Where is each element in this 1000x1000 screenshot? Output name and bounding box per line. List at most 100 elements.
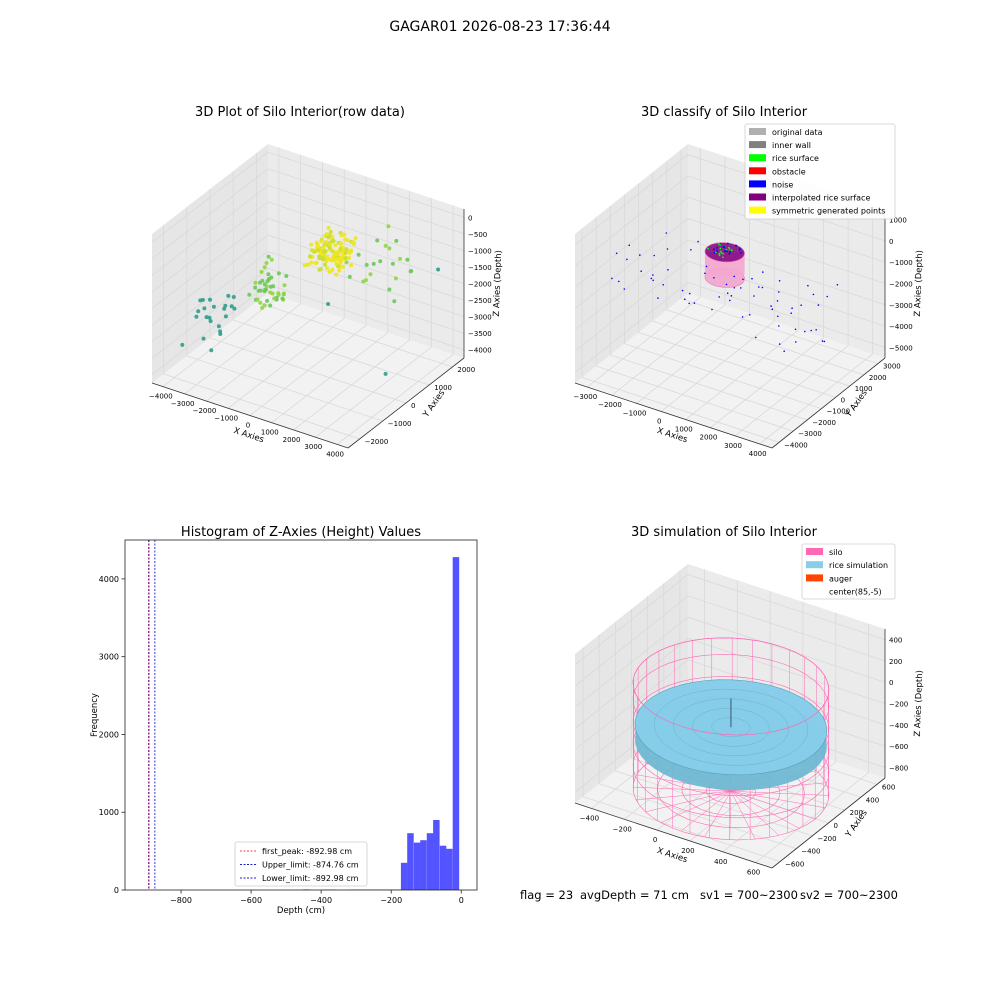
grid-line bbox=[227, 169, 345, 409]
z-tick-label: 0 bbox=[889, 679, 893, 687]
noise-point bbox=[800, 304, 802, 307]
legend-box bbox=[234, 841, 368, 887]
sv2-range: sv2 = 700~2300 bbox=[800, 888, 898, 902]
z-tick-label: 1000 bbox=[889, 217, 907, 225]
scatter-point bbox=[338, 247, 343, 252]
histogram-bar bbox=[439, 845, 447, 890]
y-tick-label: 400 bbox=[866, 796, 879, 804]
noise-point bbox=[688, 302, 690, 305]
y-tick-label: 3000 bbox=[883, 363, 901, 371]
noise-point bbox=[711, 308, 713, 311]
scatter-point bbox=[334, 272, 339, 277]
scatter-point bbox=[347, 256, 351, 260]
scatter-point bbox=[268, 303, 273, 308]
scatter-point bbox=[306, 262, 311, 267]
scatter-point bbox=[276, 271, 281, 276]
legend-swatch bbox=[749, 167, 766, 175]
z-tick-label: −1500 bbox=[468, 264, 492, 272]
y-axis-line bbox=[771, 777, 886, 869]
x-axis-line bbox=[574, 382, 773, 449]
legend-label: center(85,-5) bbox=[829, 588, 882, 597]
interpolated-rice-surface bbox=[704, 242, 745, 263]
scatter-point bbox=[196, 309, 201, 314]
noise-point bbox=[770, 305, 772, 307]
raw-data-3d-plot: 3D Plot of Silo Interior(row data) −4000… bbox=[149, 105, 504, 458]
noise-point bbox=[812, 293, 815, 296]
scatter-point bbox=[356, 252, 361, 257]
grid-line bbox=[255, 153, 453, 368]
y-tick-label: 3000 bbox=[99, 653, 119, 662]
noise-point bbox=[817, 304, 820, 306]
legend: silo rice simulation auger center(85,-5) bbox=[801, 543, 896, 600]
noise-point bbox=[790, 312, 792, 315]
grid-line bbox=[582, 647, 781, 862]
z-tick-label: 200 bbox=[889, 658, 902, 666]
scatter-point bbox=[327, 269, 332, 274]
scatter-point bbox=[262, 303, 267, 308]
scatter-point bbox=[202, 306, 207, 311]
scatter-point bbox=[383, 243, 388, 248]
scatter-point bbox=[259, 269, 264, 274]
legend-label: rice surface bbox=[772, 154, 819, 163]
classified-points bbox=[611, 232, 839, 353]
noise-point bbox=[718, 296, 720, 298]
noise-point bbox=[662, 284, 664, 286]
legend-swatch bbox=[806, 548, 823, 555]
y-tick-label: 0 bbox=[841, 396, 845, 404]
scatter-point bbox=[383, 371, 388, 376]
scatter-point bbox=[325, 232, 329, 236]
y-axis-line bbox=[347, 357, 465, 449]
noise-point bbox=[826, 295, 828, 298]
scatter-point bbox=[390, 261, 395, 266]
scatter-point bbox=[340, 253, 345, 258]
noise-point bbox=[807, 284, 809, 287]
classified-point bbox=[724, 250, 726, 253]
scatter-point bbox=[255, 297, 260, 302]
scatter-point bbox=[325, 266, 330, 271]
z-tick-label: −2500 bbox=[468, 297, 492, 305]
z-tick-label: −1000 bbox=[468, 247, 492, 255]
noise-point bbox=[836, 284, 839, 286]
y-tick-label: 2000 bbox=[99, 730, 119, 739]
legend-swatch bbox=[749, 206, 766, 214]
sv1-range: sv1 = 700~2300 bbox=[700, 888, 798, 902]
x-tick-label: 2000 bbox=[700, 434, 718, 442]
y-tick-label: −400 bbox=[801, 848, 820, 856]
scatter-point bbox=[208, 297, 212, 302]
simulation-3d-plot: 3D simulation of Silo Interior −400 −200 0… bbox=[574, 525, 925, 877]
noise-point bbox=[684, 298, 686, 301]
grid-line bbox=[209, 189, 407, 404]
classified-point bbox=[729, 250, 732, 253]
legend-label: original data bbox=[772, 128, 823, 137]
x-tick-label: −2000 bbox=[598, 401, 622, 409]
histogram-bar bbox=[420, 840, 427, 890]
classified-point bbox=[727, 242, 729, 245]
noise-point bbox=[823, 340, 826, 343]
grid-line bbox=[151, 251, 465, 342]
noise-point bbox=[652, 274, 654, 276]
plot-frame bbox=[124, 539, 478, 891]
scatter-point bbox=[229, 304, 234, 309]
x-tick-label: −400 bbox=[310, 896, 332, 905]
scatter-point bbox=[375, 238, 380, 243]
classified-point bbox=[719, 247, 722, 250]
legend-label: symmetric generated points bbox=[772, 207, 885, 216]
x-tick-label: 3000 bbox=[724, 442, 742, 450]
legend-swatch bbox=[749, 141, 766, 149]
silo-bottom-spoke bbox=[635, 791, 731, 801]
scatter-point bbox=[194, 314, 199, 319]
grid-line bbox=[574, 281, 886, 373]
x-axis-label: Depth (cm) bbox=[277, 906, 325, 916]
scatter-point bbox=[323, 262, 327, 267]
scatter-point bbox=[280, 296, 285, 301]
scatter-point bbox=[223, 303, 228, 308]
histogram-bar bbox=[446, 848, 453, 890]
classified-point bbox=[719, 250, 722, 253]
noise-point bbox=[778, 280, 781, 282]
noise-point bbox=[753, 295, 755, 297]
grid-line bbox=[151, 201, 465, 293]
x-axis-line bbox=[574, 802, 773, 869]
scatter-point bbox=[312, 249, 317, 254]
grid-line bbox=[722, 612, 837, 853]
y-axis-label: Y Axies bbox=[421, 388, 448, 420]
